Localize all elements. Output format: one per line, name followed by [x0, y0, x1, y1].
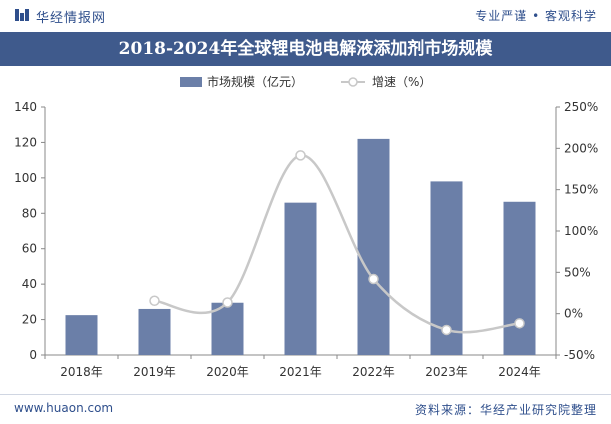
x-tick-label: 2023年 [425, 365, 468, 379]
growth-point [222, 297, 233, 308]
legend-line-marker [348, 77, 358, 87]
left-tick-label: 100 [14, 171, 37, 185]
left-tick-label: 140 [14, 100, 37, 114]
right-tick-label: 250% [564, 100, 598, 114]
website-link[interactable]: www.huaon.com [14, 401, 114, 415]
right-tick-label: 100% [564, 224, 598, 238]
left-tick-label: 40 [22, 277, 37, 291]
right-tick-label: 150% [564, 183, 598, 197]
growth-point [368, 273, 379, 285]
slogan: 专业严谨 • 客观科学 [475, 9, 597, 23]
growth-point [514, 318, 525, 329]
left-tick-label: 60 [22, 242, 37, 256]
growth-line-path [154, 154, 520, 334]
bar [138, 308, 171, 355]
axes: 0 20 40 60 80 100 120 140 -50% 0% 50% 100% 150% 200% 2… [14, 100, 598, 362]
source-note: 资料来源：华经产业研究院整理 [414, 403, 597, 417]
x-tick-label: 2020年 [206, 365, 249, 379]
x-tick-label: 2022年 [352, 365, 395, 379]
left-tick-label: 0 [29, 348, 37, 362]
growth-point [295, 150, 306, 161]
left-tick-label: 80 [22, 206, 37, 220]
right-tick-label: 0% [564, 307, 583, 321]
bar [357, 138, 390, 355]
bar [211, 302, 244, 355]
x-tick-label: 2024年 [498, 365, 541, 379]
legend-bar-swatch [180, 77, 202, 87]
logo-icon [15, 9, 29, 21]
chart-title: 2018-2024年全球锂电池电解液添加剂市场规模 [118, 39, 493, 59]
bar [65, 315, 98, 355]
bars [65, 138, 536, 355]
right-tick-label: 200% [564, 141, 598, 155]
x-axis-labels: 2018年 2019年 2020年 2021年 2022年 2023年 2024年 [60, 365, 541, 379]
legend: 市场规模（亿元） 增速（%） [180, 74, 431, 89]
growth-line [149, 150, 525, 336]
left-tick-label: 20 [22, 313, 37, 327]
chart: 市场规模（亿元） 增速（%） 0 20 40 60 80 100 120 140 -50% 0% 5… [14, 74, 598, 379]
x-tick-label: 2021年 [279, 365, 322, 379]
logo-text: 华经情报网 [36, 11, 107, 26]
left-tick-label: 120 [14, 135, 37, 149]
right-tick-label: -50% [564, 348, 595, 362]
x-tick-label: 2018年 [60, 365, 103, 379]
bar [503, 201, 536, 355]
growth-point [149, 295, 160, 307]
legend-line-label: 增速（%） [372, 75, 431, 89]
x-tick-label: 2019年 [133, 365, 176, 379]
footer: www.huaon.com 资料来源：华经产业研究院整理 [0, 394, 611, 424]
top-bar: 华经情报网 专业严谨 • 客观科学 [0, 0, 611, 32]
legend-bar-label: 市场规模（亿元） [207, 74, 303, 89]
right-tick-label: 50% [564, 265, 591, 279]
growth-point [441, 324, 452, 336]
title-bar: 2018-2024年全球锂电池电解液添加剂市场规模 [0, 32, 611, 66]
bar [284, 202, 317, 355]
